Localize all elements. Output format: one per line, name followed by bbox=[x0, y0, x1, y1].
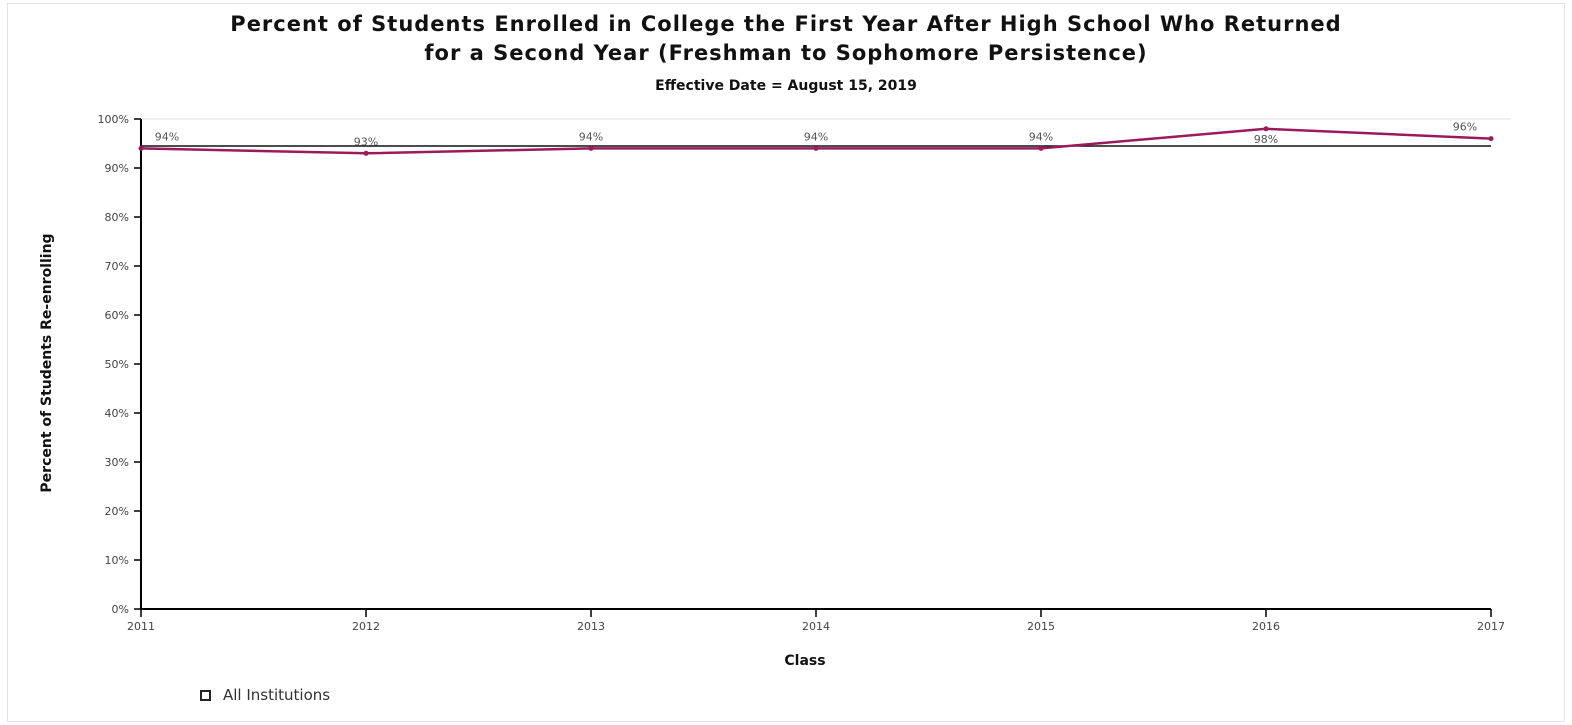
x-tick-label: 2015 bbox=[1027, 620, 1055, 633]
data-point bbox=[588, 145, 594, 151]
legend-label: All Institutions bbox=[223, 686, 331, 704]
y-tick-label: 30% bbox=[105, 456, 129, 469]
data-labels-group: 94% 93% 94% 94% 94% 98% 96% bbox=[155, 121, 1477, 149]
data-point bbox=[1038, 145, 1044, 151]
data-label: 94% bbox=[155, 130, 179, 143]
y-tick-label: 60% bbox=[105, 309, 129, 322]
legend: All Institutions bbox=[200, 686, 330, 704]
y-tick-label: 20% bbox=[105, 505, 129, 518]
x-tick-label: 2014 bbox=[802, 620, 830, 633]
data-label: 94% bbox=[804, 130, 828, 143]
data-label: 93% bbox=[354, 135, 378, 148]
y-tick-label: 90% bbox=[105, 162, 129, 175]
y-tick-label: 10% bbox=[105, 554, 129, 567]
x-tick-label: 2017 bbox=[1477, 620, 1505, 633]
data-label: 96% bbox=[1453, 121, 1477, 134]
chart-title: Percent of Students Enrolled in College … bbox=[0, 10, 1572, 68]
y-tick-label: 70% bbox=[105, 260, 129, 273]
y-tick-label: 100% bbox=[98, 113, 129, 126]
y-tick-label: 0% bbox=[112, 603, 129, 616]
data-point bbox=[813, 145, 819, 151]
y-tick-label: 40% bbox=[105, 407, 129, 420]
y-tick-label: 80% bbox=[105, 211, 129, 224]
x-tick-label: 2016 bbox=[1252, 620, 1280, 633]
chart-subtitle: Effective Date = August 15, 2019 bbox=[655, 78, 917, 94]
chart-title-line-1: Percent of Students Enrolled in College … bbox=[230, 12, 1342, 36]
data-label: 94% bbox=[1029, 130, 1053, 143]
data-point bbox=[363, 150, 369, 156]
chart-frame bbox=[7, 3, 1565, 722]
chart-title-line-2: for a Second Year (Freshman to Sophomore… bbox=[424, 41, 1148, 65]
x-tick-label: 2013 bbox=[577, 620, 605, 633]
data-point bbox=[1488, 136, 1494, 142]
series-group bbox=[138, 126, 1494, 156]
x-tick-label: 2011 bbox=[127, 620, 155, 633]
x-axis-title: Class bbox=[784, 653, 825, 669]
data-label: 94% bbox=[579, 130, 603, 143]
y-tick-label: 50% bbox=[105, 358, 129, 371]
axes-group: 0% 10% 20% 30% 40% 50% 60% 70% 80% 90% 100% 2011 201… bbox=[98, 113, 1511, 633]
data-label: 98% bbox=[1254, 133, 1278, 146]
data-point bbox=[138, 145, 144, 151]
data-point bbox=[1263, 126, 1269, 132]
x-tick-label: 2012 bbox=[352, 620, 380, 633]
legend-swatch bbox=[200, 689, 211, 701]
y-axis-title: Percent of Students Re-enrolling bbox=[39, 233, 55, 492]
